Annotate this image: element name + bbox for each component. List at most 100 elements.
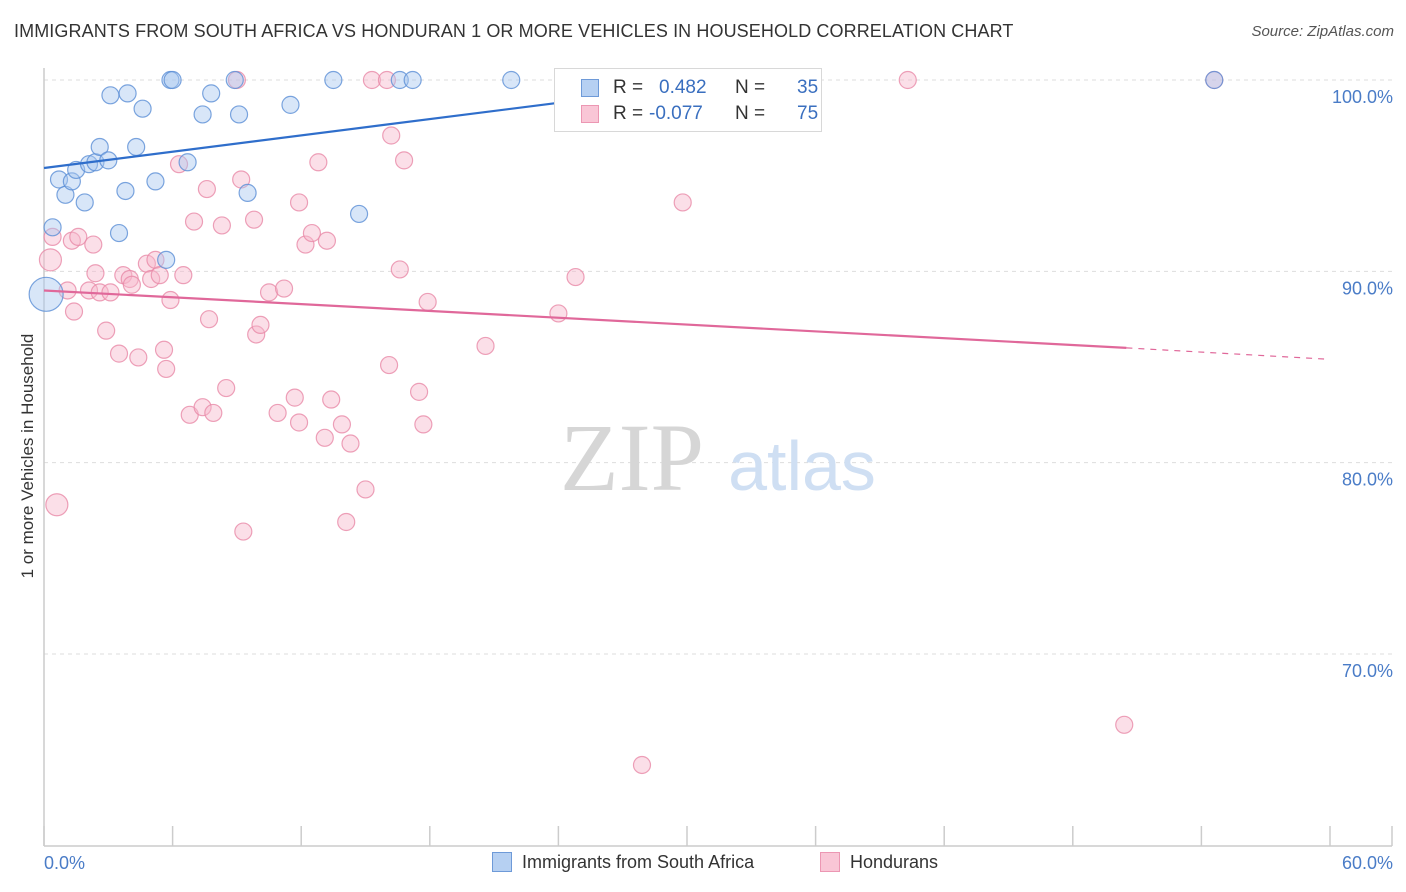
south-africa-point (403, 70, 422, 90)
south-africa-point (43, 218, 62, 237)
legend-r-value: 0.482 (659, 77, 707, 98)
honduran-point (1115, 715, 1134, 734)
honduran-point (45, 493, 69, 517)
south-africa-point (118, 84, 137, 103)
watermark-zip: ZIP (560, 404, 704, 511)
honduran-point (394, 151, 414, 170)
honduran-point (390, 260, 409, 279)
y-tick-label: 70.0% (1342, 661, 1393, 681)
honduran-point (356, 480, 375, 499)
chart-source: Source: ZipAtlas.com (1251, 23, 1394, 40)
bottom-legend-hondurans: Hondurans (820, 852, 938, 873)
honduran-point (337, 512, 356, 532)
honduran-point (154, 340, 174, 359)
honduran-point (174, 266, 193, 285)
honduran-point (341, 434, 360, 453)
honduran-point (69, 227, 88, 246)
honduran-point (161, 290, 180, 310)
south-africa-point (193, 105, 212, 124)
south-africa-points (28, 70, 1224, 312)
south-africa-point (178, 153, 197, 172)
y-tick-label: 100.0% (1332, 87, 1393, 107)
gridlines (44, 79, 1392, 655)
legend-n-label: N = (735, 103, 766, 124)
honduran-point (217, 378, 236, 398)
x-tick-label: 0.0% (44, 853, 85, 873)
legend-n-value: 75 (797, 103, 819, 124)
bottom-legend-label: Immigrants from South Africa (522, 852, 755, 872)
hondurans-trend-line (43, 289, 1127, 349)
honduran-point (259, 283, 279, 302)
bottom-legend-south-africa: Immigrants from South Africa (492, 852, 754, 873)
x-tick-label: 60.0% (1342, 853, 1393, 873)
south-africa-point (157, 250, 176, 269)
south-africa-point (75, 193, 94, 212)
honduran-point (84, 235, 103, 254)
south-africa-point (163, 70, 182, 90)
honduran-point (289, 413, 309, 432)
south-africa-point (133, 99, 152, 118)
honduran-point (43, 227, 62, 246)
honduran-point (97, 321, 116, 340)
honduran-point (289, 193, 309, 212)
honduran-point (199, 310, 219, 329)
honduran-point (244, 210, 264, 229)
honduran-point (414, 415, 433, 434)
south-africa-point (225, 70, 244, 90)
south-africa-point (202, 84, 221, 103)
honduran-point (204, 403, 223, 423)
tick-labels: 100.0% 90.0% 80.0% 70.0% 0.0% 60.0% (44, 87, 1393, 873)
honduran-point (184, 212, 204, 231)
honduran-point (549, 304, 568, 323)
honduran-point (362, 70, 382, 90)
honduran-point (309, 153, 328, 172)
honduran-point (632, 755, 652, 775)
honduran-point (64, 302, 84, 321)
south-africa-point (281, 95, 300, 114)
south-africa-point (62, 172, 81, 191)
honduran-point (332, 415, 352, 434)
honduran-point (296, 235, 315, 254)
hondurans-points (38, 70, 1224, 775)
bottom-legend-swatch-pink (820, 852, 840, 872)
honduran-point (377, 70, 397, 90)
honduran-point (566, 267, 585, 287)
y-tick-label: 90.0% (1342, 278, 1393, 298)
honduran-point (193, 398, 212, 417)
honduran-point (197, 179, 216, 199)
south-africa-point (28, 276, 64, 312)
south-africa-point (238, 183, 257, 202)
honduran-point (268, 403, 287, 423)
south-africa-point (390, 70, 409, 90)
honduran-point (382, 126, 401, 145)
honduran-point (86, 264, 105, 283)
honduran-point (157, 359, 176, 379)
south-africa-point (127, 137, 146, 157)
honduran-point (234, 522, 253, 541)
honduran-point (315, 428, 334, 447)
honduran-point (150, 266, 169, 285)
y-tick-label: 80.0% (1342, 470, 1393, 490)
honduran-point (379, 355, 399, 375)
honduran-point (285, 388, 304, 407)
chart-title: IMMIGRANTS FROM SOUTH AFRICA VS HONDURAN… (14, 21, 1014, 41)
honduran-point (142, 269, 161, 289)
south-africa-point (90, 137, 109, 157)
honduran-point (898, 70, 917, 90)
honduran-point (109, 344, 129, 363)
bottom-legend-swatch-blue (492, 852, 512, 872)
honduran-point (212, 216, 231, 235)
legend-swatch-blue (581, 79, 599, 97)
honduran-point (322, 390, 341, 409)
legend-r-label: R = (613, 77, 644, 98)
legend-swatch-pink (581, 105, 599, 123)
honduran-point (251, 315, 270, 335)
honduran-point (409, 382, 429, 401)
south-africa-point (324, 70, 343, 90)
watermark-atlas: atlas (728, 427, 876, 505)
honduran-point (129, 348, 148, 367)
honduran-point (476, 336, 495, 356)
south-africa-point (101, 86, 120, 105)
south-africa-point (502, 70, 521, 90)
